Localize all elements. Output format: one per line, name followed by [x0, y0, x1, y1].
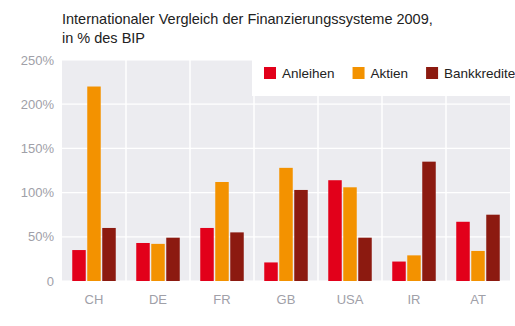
- y-tick-label: 50%: [28, 229, 54, 244]
- x-tick-label: GB: [277, 292, 296, 307]
- y-tick-label: 200%: [21, 97, 55, 112]
- bar: [471, 251, 485, 281]
- legend-swatch: [353, 67, 365, 79]
- legend-label: Anleihen: [282, 66, 335, 81]
- bar: [264, 262, 278, 281]
- bar: [166, 238, 180, 281]
- x-tick-label: CH: [85, 292, 104, 307]
- bar: [151, 244, 165, 281]
- bar: [102, 228, 116, 281]
- subtitle: in % des BIP: [62, 30, 145, 46]
- bar: [328, 180, 342, 281]
- legend-label: Bankkredite: [444, 66, 515, 81]
- bar: [72, 250, 86, 281]
- grid-line: [62, 104, 510, 105]
- legend: Anleihen Aktien Bankkredite: [264, 66, 515, 81]
- title: Internationaler Vergleich der Finanzieru…: [62, 11, 433, 27]
- y-tick-label: 250%: [21, 53, 55, 68]
- bar: [294, 190, 308, 281]
- x-tick-label: AT: [470, 292, 486, 307]
- bar: [422, 162, 436, 281]
- bar: [358, 238, 372, 281]
- x-tick-label: USA: [337, 292, 364, 307]
- bar: [215, 182, 229, 281]
- bar: [456, 222, 470, 281]
- y-tick-label: 100%: [21, 185, 55, 200]
- legend-swatch: [264, 67, 276, 79]
- bar: [343, 187, 357, 281]
- bar: [392, 262, 406, 281]
- x-tick-label: IR: [408, 292, 421, 307]
- legend-label: Aktien: [371, 66, 409, 81]
- x-tick-label: FR: [213, 292, 230, 307]
- y-tick-label: 0: [47, 274, 54, 289]
- category-separator: [189, 60, 191, 281]
- bar: [200, 228, 214, 281]
- bar: [230, 232, 244, 281]
- bar: [87, 87, 101, 281]
- bar: [279, 168, 293, 281]
- bar: [136, 243, 150, 281]
- y-tick-label: 150%: [21, 141, 55, 156]
- x-tick-label: DE: [149, 292, 167, 307]
- bar: [407, 255, 421, 281]
- legend-swatch: [426, 67, 438, 79]
- grid-line: [62, 148, 510, 149]
- bar: [486, 215, 500, 281]
- bars: [72, 87, 500, 281]
- category-separator: [125, 60, 127, 281]
- chart: 0 50% 100% 150% 200% 250% CH DE FR GB USA IR AT Inter…: [0, 0, 515, 326]
